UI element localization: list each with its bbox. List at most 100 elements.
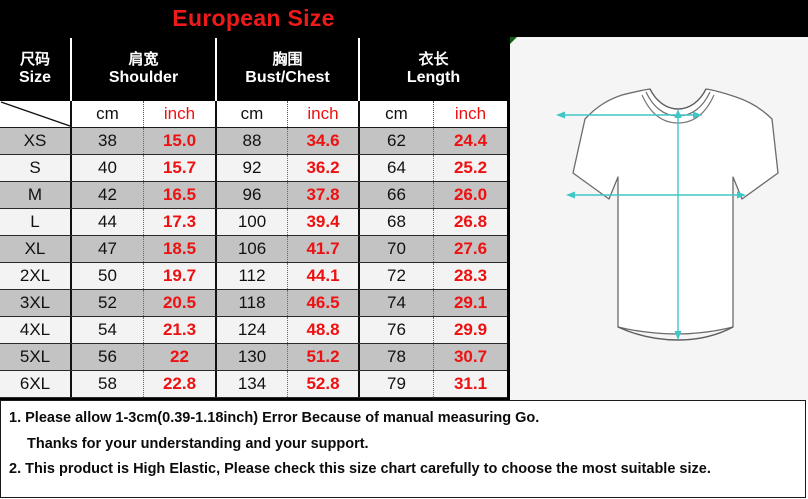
table-row: XL 47 18.5 106 41.7 70 27.6: [0, 236, 507, 263]
header-group-shoulder: 肩宽 Shoulder: [72, 38, 217, 101]
cell-bust-cm: 92: [242, 158, 262, 177]
cell-length-cm: 66: [387, 185, 406, 204]
cell-bust-cm: 130: [237, 347, 267, 366]
header-group-shoulder-en: Shoulder: [108, 68, 179, 86]
cell-group-shoulder: 40 15.7: [72, 155, 217, 181]
cell-bust-cm: 100: [237, 212, 267, 231]
cell-size: 3XL: [0, 290, 72, 316]
table-unit-header-row: cm inch cm inch cm inch: [0, 101, 507, 128]
cell-bust-cm: 106: [237, 239, 267, 258]
unit-group-bust: cm inch: [217, 101, 360, 127]
illustration-panel: 肩宽 SHOULDER 胸围 Bust 衣长 LENGTH: [507, 0, 808, 400]
cell-bust-inch: 46.5: [287, 290, 358, 316]
footer-note-2: 2. This product is High Elastic, Please …: [9, 461, 711, 477]
cell-group-bust: 130 51.2: [217, 344, 360, 370]
cell-size: XL: [0, 236, 72, 262]
cell-group-length: 74 29.1: [360, 290, 507, 316]
cell-shoulder-inch: 19.7: [143, 263, 215, 289]
table-row: 3XL 52 20.5 118 46.5 74 29.1: [0, 290, 507, 317]
cell-group-shoulder: 54 21.3: [72, 317, 217, 343]
header-group-length-en: Length: [406, 68, 461, 86]
table-body: XS 38 15.0 88 34.6 62 24.4 S 40 15.7 92 36.2 64 25.2 M…: [0, 128, 507, 398]
cell-shoulder-inch: 15.7: [143, 155, 215, 181]
cell-group-length: 68 26.8: [360, 209, 507, 235]
cell-length-cm: 70: [387, 239, 406, 258]
cell-length-cm: 72: [387, 266, 406, 285]
table-row: L 44 17.3 100 39.4 68 26.8: [0, 209, 507, 236]
header-group-size-cn: 尺码: [19, 51, 50, 69]
cell-bust-inch: 39.4: [287, 209, 358, 235]
footer-note-1-continued: Thanks for your understanding and your s…: [27, 435, 369, 452]
cell-group-bust: 118 46.5: [217, 290, 360, 316]
cell-bust-inch: 34.6: [287, 128, 358, 154]
cell-shoulder-cm: 47: [98, 239, 117, 258]
cell-group-length: 64 25.2: [360, 155, 507, 181]
header-group-size: 尺码 Size: [0, 38, 72, 101]
cell-size: XS: [0, 128, 72, 154]
unit-group-length: cm inch: [360, 101, 507, 127]
cell-shoulder-inch: 16.5: [143, 182, 215, 208]
cell-bust-cm: 112: [238, 266, 266, 285]
cell-length-cm: 62: [387, 131, 406, 150]
cell-length-inch: 31.1: [433, 371, 507, 397]
cell-shoulder-cm: 40: [98, 158, 117, 177]
cell-length-inch: 29.9: [433, 317, 507, 343]
cell-size: 4XL: [0, 317, 72, 343]
cell-shoulder-cm: 42: [98, 185, 117, 204]
cell-length-inch: 27.6: [433, 236, 507, 262]
cell-group-shoulder: 38 15.0: [72, 128, 217, 154]
cell-group-shoulder: 47 18.5: [72, 236, 217, 262]
cell-group-bust: 134 52.8: [217, 371, 360, 397]
cell-size: 5XL: [0, 344, 72, 370]
header-group-bust-en: Bust/Chest: [245, 68, 330, 86]
header-group-length-cn: 衣长: [418, 51, 449, 69]
cell-shoulder-inch: 17.3: [143, 209, 215, 235]
page-title: European Size: [172, 5, 335, 31]
unit-group-shoulder: cm inch: [72, 101, 217, 127]
unit-shoulder-inch: inch: [143, 101, 215, 127]
table-group-header-row: 尺码 Size 肩宽 Shoulder 胸围 Bust/Chest 衣长 Len…: [0, 38, 507, 101]
cell-size: 2XL: [0, 263, 72, 289]
cell-length-cm: 74: [387, 293, 406, 312]
cell-group-length: 79 31.1: [360, 371, 507, 397]
cell-length-inch: 29.1: [433, 290, 507, 316]
cell-group-bust: 88 34.6: [217, 128, 360, 154]
cell-length-cm: 78: [387, 347, 406, 366]
cell-shoulder-cm: 44: [98, 212, 117, 231]
cell-shoulder-inch: 20.5: [143, 290, 215, 316]
cell-size: L: [0, 209, 72, 235]
chart-title-bar: European Size: [0, 0, 507, 37]
cell-group-shoulder: 50 19.7: [72, 263, 217, 289]
table-row: XS 38 15.0 88 34.6 62 24.4: [0, 128, 507, 155]
cell-group-shoulder: 42 16.5: [72, 182, 217, 208]
cell-group-length: 70 27.6: [360, 236, 507, 262]
unit-shoulder-cm: cm: [96, 104, 119, 123]
cell-length-cm: 64: [387, 158, 406, 177]
cell-size: S: [0, 155, 72, 181]
cell-shoulder-inch: 21.3: [143, 317, 215, 343]
cell-bust-inch: 51.2: [287, 344, 358, 370]
cell-length-cm: 76: [387, 320, 406, 339]
cell-length-cm: 68: [387, 212, 406, 231]
table-row: S 40 15.7 92 36.2 64 25.2: [0, 155, 507, 182]
header-group-shoulder-cn: 肩宽: [128, 51, 159, 69]
cell-group-length: 66 26.0: [360, 182, 507, 208]
cell-bust-inch: 41.7: [287, 236, 358, 262]
cell-length-cm: 79: [387, 374, 406, 393]
cell-shoulder-cm: 54: [98, 320, 117, 339]
cell-shoulder-inch: 15.0: [143, 128, 215, 154]
cell-shoulder-inch: 18.5: [143, 236, 215, 262]
cell-group-bust: 124 48.8: [217, 317, 360, 343]
cell-length-inch: 24.4: [433, 128, 507, 154]
table-row: 5XL 56 22 130 51.2 78 30.7: [0, 344, 507, 371]
unit-bust-inch: inch: [287, 101, 358, 127]
diagonal-slash-icon: [0, 101, 71, 127]
cell-shoulder-cm: 58: [98, 374, 117, 393]
cell-bust-cm: 118: [238, 293, 266, 312]
footer-notes: 1. Please allow 1-3cm(0.39-1.18inch) Err…: [0, 400, 806, 498]
header-group-bust-cn: 胸围: [272, 51, 303, 69]
cell-shoulder-inch: 22.8: [143, 371, 215, 397]
cell-group-shoulder: 52 20.5: [72, 290, 217, 316]
cell-length-inch: 30.7: [433, 344, 507, 370]
